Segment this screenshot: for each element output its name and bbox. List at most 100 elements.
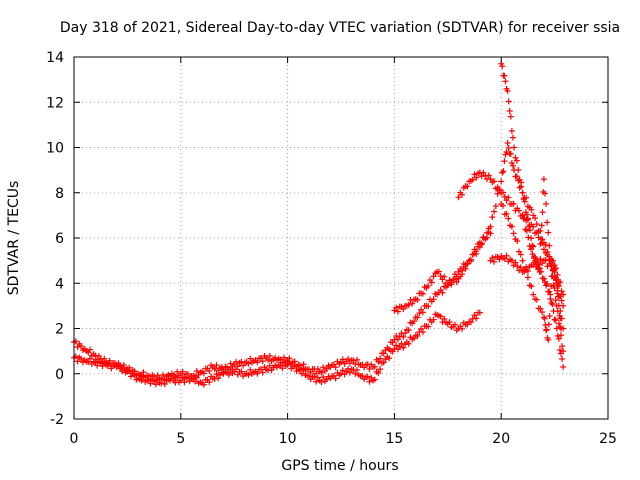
data-point-marker	[509, 134, 516, 141]
data-point-marker	[555, 335, 562, 342]
data-point-marker	[400, 333, 407, 340]
data-point-marker	[517, 251, 524, 258]
data-point-marker	[318, 378, 325, 385]
data-point-marker	[227, 360, 234, 367]
data-point-marker	[92, 359, 99, 366]
data-point-marker	[496, 186, 503, 193]
data-point-marker	[281, 359, 288, 366]
data-point-marker	[499, 169, 506, 176]
data-point-marker	[515, 166, 522, 173]
data-point-marker	[502, 78, 509, 85]
data-point-marker	[377, 366, 384, 373]
data-point-marker	[547, 295, 554, 302]
data-point-marker	[145, 377, 152, 384]
data-point-marker	[396, 343, 403, 350]
data-point-marker	[119, 368, 126, 375]
data-point-marker	[74, 358, 81, 365]
data-point-marker	[537, 305, 544, 312]
data-point-marker	[513, 157, 520, 164]
data-point-marker	[286, 359, 293, 366]
data-point-marker	[543, 282, 550, 289]
data-point-marker	[521, 198, 528, 205]
chart-title: Day 318 of 2021, Sidereal Day-to-day VTE…	[60, 20, 620, 36]
data-point-marker	[453, 278, 460, 285]
data-point-marker	[238, 358, 245, 365]
data-point-marker	[504, 87, 511, 94]
data-point-marker	[517, 264, 524, 271]
data-point-marker	[500, 168, 507, 175]
data-point-marker	[279, 365, 286, 372]
data-point-marker	[101, 358, 108, 365]
data-point-marker	[74, 344, 81, 351]
data-point-marker	[491, 258, 498, 265]
data-point-marker	[533, 221, 540, 228]
data-point-marker	[499, 189, 506, 196]
data-point-marker	[346, 360, 353, 367]
data-point-marker	[473, 250, 480, 257]
data-point-marker	[554, 332, 561, 339]
data-point-marker	[400, 344, 407, 351]
data-point-marker	[544, 249, 551, 256]
data-point-marker	[213, 371, 220, 378]
data-point-marker	[501, 158, 508, 165]
data-point-marker	[519, 257, 526, 264]
data-point-marker	[305, 373, 312, 380]
data-point-marker	[419, 309, 426, 316]
y-axis-title: SDTVAR / TECUs	[6, 181, 22, 296]
data-point-marker	[554, 308, 561, 315]
axis-ticks: 0 5 10 15 20 25 -2 0 2 4 6 8 10 12 14	[46, 50, 617, 447]
series-track-b	[71, 309, 483, 388]
data-point-marker	[213, 362, 220, 369]
data-point-marker	[393, 332, 400, 339]
data-point-marker	[529, 251, 536, 258]
data-point-marker	[320, 364, 327, 371]
data-point-marker	[87, 355, 94, 362]
data-point-marker	[559, 343, 566, 350]
data-point-marker	[414, 314, 421, 321]
data-point-marker	[519, 189, 526, 196]
data-point-marker	[346, 369, 353, 376]
data-point-marker	[455, 194, 462, 201]
data-point-marker	[471, 312, 478, 319]
data-point-marker	[542, 256, 549, 263]
data-point-marker	[140, 373, 147, 380]
data-point-marker	[545, 229, 552, 236]
data-point-marker	[516, 207, 522, 214]
data-point-marker	[245, 371, 252, 378]
data-point-marker	[277, 356, 284, 363]
data-point-marker	[503, 252, 510, 259]
data-point-marker	[544, 219, 551, 226]
x-tick-label: 5	[176, 431, 185, 447]
data-point-marker	[471, 171, 478, 178]
data-point-marker	[402, 330, 409, 337]
data-point-marker	[227, 366, 234, 373]
data-point-marker	[200, 381, 207, 388]
data-point-marker	[439, 289, 446, 296]
data-point-marker	[354, 367, 361, 374]
y-tick-label: 0	[55, 367, 64, 383]
data-point-marker	[441, 273, 448, 280]
data-point-marker	[551, 266, 558, 273]
data-point-marker	[245, 360, 252, 367]
data-point-marker	[560, 363, 567, 370]
data-point-marker	[553, 280, 560, 287]
data-point-marker	[539, 309, 546, 316]
data-point-marker	[206, 379, 213, 386]
data-point-marker	[419, 328, 426, 335]
data-point-marker	[532, 255, 539, 262]
data-point-marker	[524, 274, 531, 281]
data-point-marker	[491, 178, 498, 185]
data-point-marker	[523, 267, 530, 274]
data-point-marker	[544, 280, 551, 287]
data-point-marker	[549, 273, 556, 280]
data-point-marker	[364, 373, 371, 380]
data-point-marker	[503, 210, 510, 217]
data-point-marker	[550, 282, 557, 289]
data-point-marker	[506, 107, 513, 114]
data-point-marker	[508, 223, 515, 230]
data-point-marker	[503, 148, 510, 155]
data-point-marker	[510, 230, 517, 237]
y-tick-label: 10	[46, 141, 64, 157]
series-track-f	[498, 60, 567, 370]
data-point-marker	[543, 200, 550, 207]
